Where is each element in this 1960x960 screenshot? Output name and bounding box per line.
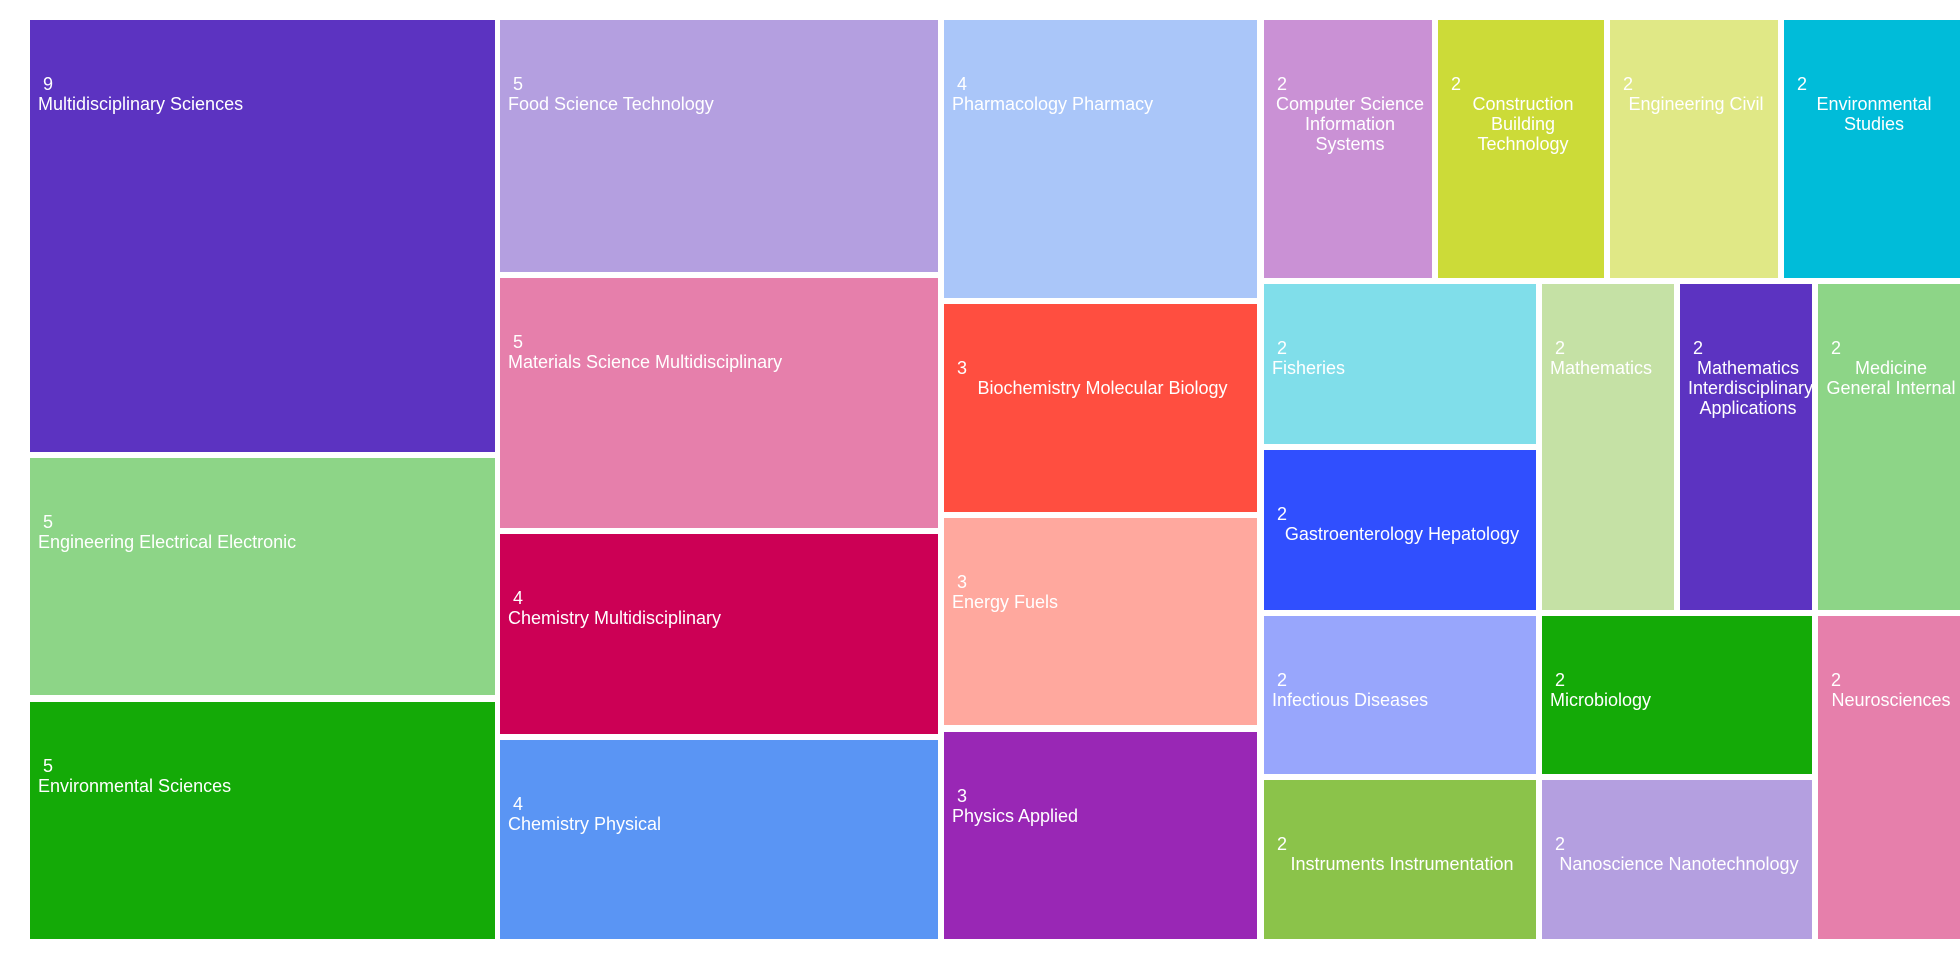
cell-label: Environmental Sciences (38, 776, 232, 796)
cell-value: 2 (1277, 504, 1288, 524)
cell-value: 5 (513, 332, 524, 352)
cell-value: 5 (513, 74, 524, 94)
treemap-cell: 2 Fisheries (1264, 284, 1536, 444)
cell-value: 3 (957, 358, 968, 378)
treemap-cell: 4 Chemistry Multidisciplinary (500, 534, 938, 734)
cell-value: 9 (43, 74, 54, 94)
cell-value: 2 (1277, 74, 1288, 94)
cell-value: 2 (1555, 834, 1566, 854)
treemap-cell: 2 Mathematics (1542, 284, 1674, 610)
cell-label: Fisheries (1272, 358, 1346, 378)
cell-label: Construction Building Technology (1472, 94, 1574, 154)
cell-label: Computer Science Information Systems (1275, 94, 1425, 154)
cell-label: Engineering Civil (1628, 94, 1764, 114)
cell-label: Infectious Diseases (1272, 690, 1429, 710)
treemap-cell: 2 Infectious Diseases (1264, 616, 1536, 774)
cell-value: 3 (957, 572, 968, 592)
cell-label: Food Science Technology (508, 94, 714, 114)
cell-value: 4 (957, 74, 968, 94)
cell-label: Neurosciences (1831, 690, 1951, 710)
treemap-cell: 2 Nanoscience Nanotechnology (1542, 780, 1812, 939)
cell-label: Instruments Instrumentation (1290, 854, 1514, 874)
treemap-cell: 5 Environmental Sciences (30, 702, 495, 939)
treemap-cell: 2 Environmental Studies (1784, 20, 1960, 278)
treemap-cell: 3 Energy Fuels (944, 518, 1257, 725)
cell-value: 2 (1277, 338, 1288, 358)
cell-value: 2 (1693, 338, 1704, 358)
cell-label: Gastroenterology Hepatology (1284, 524, 1520, 544)
cell-value: 5 (43, 756, 54, 776)
treemap-cell: 4 Chemistry Physical (500, 740, 938, 939)
treemap-cell: 3 Biochemistry Molecular Biology (944, 304, 1257, 512)
cell-value: 2 (1797, 74, 1808, 94)
cell-label: Microbiology (1550, 690, 1652, 710)
cell-value: 2 (1277, 834, 1288, 854)
cell-label: Engineering Electrical Electronic (38, 532, 297, 552)
cell-label: Environmental Studies (1816, 94, 1932, 134)
cell-label: Nanoscience Nanotechnology (1559, 854, 1799, 874)
cell-value: 2 (1555, 670, 1566, 690)
treemap-cell: 2 Medicine General Internal (1818, 284, 1960, 610)
cell-label: Mathematics Interdisciplinary Applicatio… (1688, 358, 1812, 418)
treemap-cell: 2 Mathematics Interdisciplinary Applicati… (1680, 284, 1812, 610)
cell-value: 2 (1831, 338, 1842, 358)
treemap-cell: 2 Microbiology (1542, 616, 1812, 774)
treemap-cell: 2 Computer Science Information Systems (1264, 20, 1432, 278)
cell-value: 2 (1623, 74, 1634, 94)
treemap-cell: 2 Instruments Instrumentation (1264, 780, 1536, 939)
cell-label: Chemistry Physical (508, 814, 662, 834)
cell-value: 5 (43, 512, 54, 532)
treemap-cell: 2 Engineering Civil (1610, 20, 1778, 278)
treemap-cell: 2 Neurosciences (1818, 616, 1960, 939)
cell-value: 2 (1277, 670, 1288, 690)
cell-value: 4 (513, 588, 524, 608)
cell-value: 4 (513, 794, 524, 814)
treemap-cell: 2 Construction Building Technology (1438, 20, 1604, 278)
cell-label: Energy Fuels (952, 592, 1059, 612)
cell-value: 3 (957, 786, 968, 806)
cell-label: Biochemistry Molecular Biology (977, 378, 1228, 398)
cell-value: 2 (1831, 670, 1842, 690)
cell-label: Mathematics (1550, 358, 1653, 378)
cell-value: 2 (1451, 74, 1462, 94)
cell-label: Medicine General Internal (1826, 358, 1956, 398)
treemap-cell: 5 Engineering Electrical Electronic (30, 458, 495, 695)
cell-value: 2 (1555, 338, 1566, 358)
treemap-cell: 9 Multidisciplinary Sciences (30, 20, 495, 452)
treemap-cell: 3 Physics Applied (944, 732, 1257, 939)
treemap-cell: 5 Food Science Technology (500, 20, 938, 272)
treemap-cell: 4 Pharmacology Pharmacy (944, 20, 1257, 298)
cell-label: Pharmacology Pharmacy (952, 94, 1154, 114)
cell-label: Materials Science Multidisciplinary (508, 352, 783, 372)
cell-label: Multidisciplinary Sciences (38, 94, 244, 114)
treemap-cell: 2 Gastroenterology Hepatology (1264, 450, 1536, 610)
cell-label: Physics Applied (952, 806, 1079, 826)
treemap-cell: 5 Materials Science Multidisciplinary (500, 278, 938, 528)
cell-label: Chemistry Multidisciplinary (508, 608, 722, 628)
